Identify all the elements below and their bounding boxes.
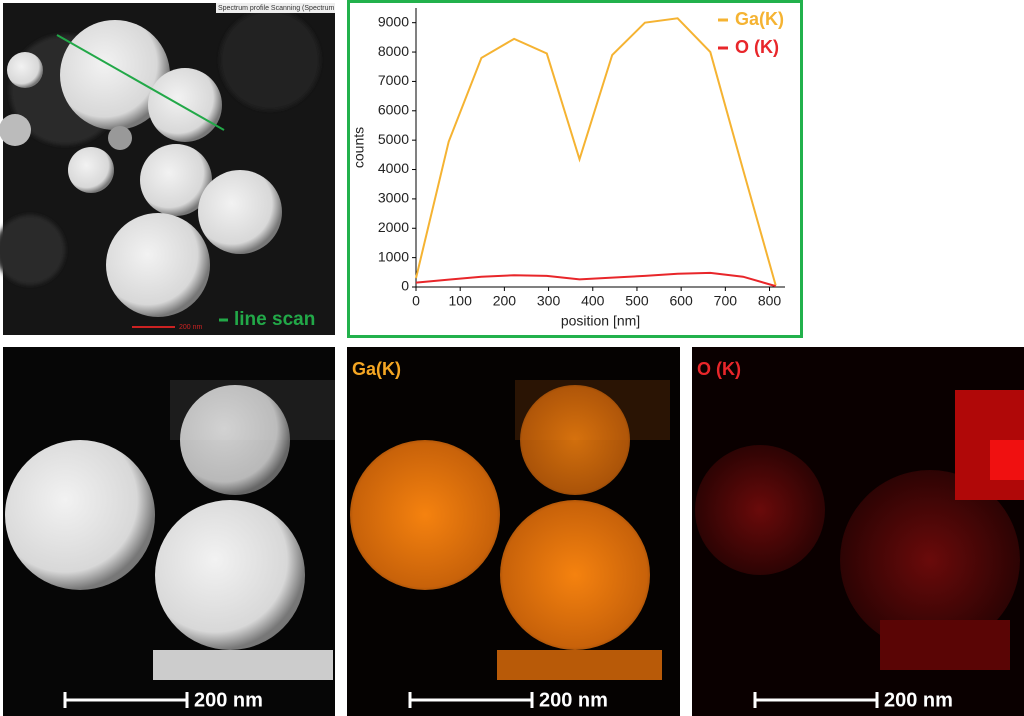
chart-frame	[347, 0, 803, 338]
x-tick-label: 400	[581, 293, 605, 309]
x-axis-label: position [nm]	[561, 313, 640, 329]
y-tick-label: 5000	[378, 131, 409, 147]
x-tick-label: 100	[449, 293, 473, 309]
y-tick-label: 6000	[378, 101, 409, 117]
x-tick-label: 600	[669, 293, 693, 309]
x-tick-label: 500	[625, 293, 649, 309]
chart: 0 1000 2000 3000 4000 5000 6000 7000 8000 9000 0 10…	[351, 8, 785, 329]
map-label: Ga(K)	[352, 359, 401, 379]
y-axis-label: counts	[351, 127, 367, 168]
scale-bar-label: 200 nm	[194, 689, 263, 711]
y-tick-label: 1000	[378, 248, 409, 264]
map-o: O (K) 200 nm	[692, 347, 1024, 716]
map-label: O (K)	[697, 359, 741, 379]
map-haadf: 200 nm	[3, 347, 335, 716]
sem-image: Spectrum profile Scanning (Spectrum 200 …	[0, 3, 335, 335]
y-tick-label: 3000	[378, 190, 409, 206]
y-tick-label: 4000	[378, 160, 409, 176]
y-tick-label: 7000	[378, 72, 409, 88]
y-tick-label: 0	[401, 278, 409, 294]
x-tick-label: 700	[714, 293, 738, 309]
data-line	[415, 271, 776, 288]
y-tick-label: 8000	[378, 43, 409, 59]
scale-bar-label: 200 nm	[539, 689, 608, 711]
y-tick-label: 2000	[378, 219, 409, 235]
x-tick-label: 0	[412, 293, 420, 309]
legend-label: Ga(K)	[735, 9, 784, 29]
x-tick-label: 300	[537, 293, 561, 309]
scale-bar-label: 200 nm	[884, 689, 953, 711]
scale-bar-label: 200 nm	[179, 324, 203, 331]
data-line	[415, 17, 777, 286]
legend-label: O (K)	[735, 37, 779, 57]
x-tick-label: 200	[493, 293, 517, 309]
y-tick-label: 9000	[378, 13, 409, 29]
line-scan-label: line scan	[234, 309, 315, 330]
x-tick-label: 800	[758, 293, 782, 309]
map-ga: Ga(K) 200 nm	[347, 347, 680, 716]
image-header: Spectrum profile Scanning (Spectrum	[218, 5, 334, 12]
